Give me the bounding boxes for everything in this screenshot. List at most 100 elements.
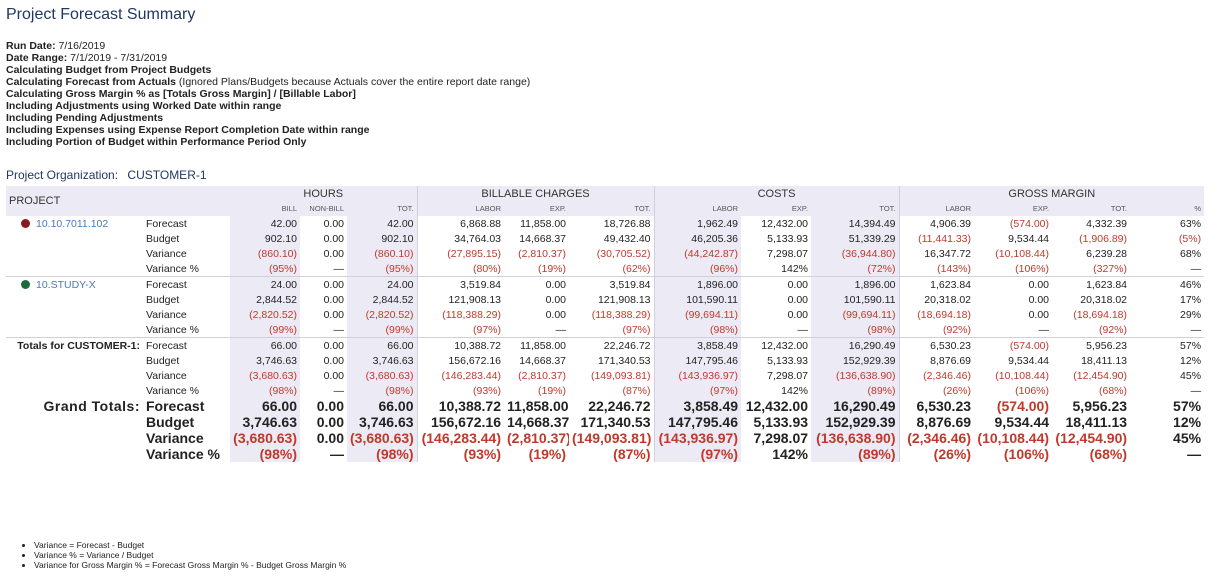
row-label: Forecast bbox=[146, 398, 205, 414]
cell-exp: 7,298.07 bbox=[753, 430, 809, 446]
cell-labor: 20,318.02 bbox=[898, 292, 975, 307]
cell-tot: (327%) bbox=[1052, 261, 1131, 277]
cell-exp: 7,298.07 bbox=[767, 369, 809, 382]
footnotes: Variance = Forecast - Budget Variance % … bbox=[34, 540, 346, 570]
cell-labor: 156,672.16 bbox=[416, 414, 505, 430]
cell-tot: 66.00 bbox=[347, 337, 418, 353]
cell-labor: (97%) bbox=[416, 322, 505, 338]
cell-exp: (10,108.44) bbox=[995, 247, 1050, 260]
cell-bill: (98%) bbox=[230, 446, 300, 462]
table-row: Budget 3,746.63 0.00 3,746.63 156,672.16 14,6… bbox=[6, 353, 1204, 368]
cell-bill: (95%) bbox=[230, 261, 300, 277]
grand-totals-spacer bbox=[6, 414, 143, 430]
project-link[interactable]: 10.10.7011.102 bbox=[36, 217, 109, 230]
cell-non-bill: 0.00 bbox=[316, 398, 344, 414]
row-label: Variance bbox=[146, 308, 187, 321]
cell-tot: (98%) bbox=[811, 322, 900, 338]
expenses-line: Including Expenses using Expense Report … bbox=[6, 124, 370, 136]
cell-bill: (3,680.63) bbox=[230, 430, 300, 446]
cell-exp: 0.00 bbox=[787, 308, 809, 321]
cell-exp: 7,298.07 bbox=[767, 247, 809, 260]
cell-exp: (574.00) bbox=[996, 398, 1050, 414]
cell-tot: (136,638.90) bbox=[811, 368, 900, 383]
cell-tot: (62%) bbox=[569, 261, 655, 277]
table-row: Variance (3,680.63) 0.00 (3,680.63) (146,283… bbox=[6, 368, 1204, 383]
cell-tot: (98%) bbox=[347, 446, 418, 462]
totals-spacer bbox=[6, 383, 143, 398]
col-header-tot: TOT. bbox=[569, 201, 655, 216]
cell-labor: 147,795.46 bbox=[653, 414, 742, 430]
table-row: Budget 902.10 0.00 902.10 34,764.03 14,668.37… bbox=[6, 231, 1204, 246]
cell-tot: (95%) bbox=[347, 261, 418, 277]
cell-labor: 6,530.23 bbox=[898, 337, 975, 353]
cell-tot: (99%) bbox=[347, 322, 418, 338]
cell-tot: 5,956.23 bbox=[1086, 339, 1128, 352]
cell-labor: 10,388.72 bbox=[416, 337, 505, 353]
org-label: Project Organization: bbox=[6, 168, 119, 182]
cell-labor: (98%) bbox=[653, 322, 742, 338]
cell-bill: 902.10 bbox=[230, 231, 300, 246]
cell-non-bill: 0.00 bbox=[323, 308, 344, 321]
cell-labor: 3,858.49 bbox=[653, 398, 742, 414]
table-row: 10.STUDY-X Forecast 24.00 0.00 24.00 3,519.84… bbox=[6, 276, 1204, 292]
project-spacer bbox=[6, 307, 143, 322]
cell-bill: 3,746.63 bbox=[230, 353, 300, 368]
cell-exp: (106%) bbox=[1003, 446, 1050, 462]
cell-tot: 22,246.72 bbox=[603, 339, 651, 352]
cell-exp: 14,668.37 bbox=[519, 354, 567, 367]
status-dot-icon bbox=[21, 218, 30, 228]
col-header-exp: EXP. bbox=[741, 201, 812, 216]
cell-pct: 68% bbox=[1180, 247, 1202, 260]
row-label: Forecast bbox=[146, 217, 187, 230]
cell-labor: (2,346.46) bbox=[898, 368, 975, 383]
cell-non-bill: 0.00 bbox=[323, 247, 344, 260]
cell-pct: 17% bbox=[1180, 293, 1202, 306]
cell-tot: 152,929.39 bbox=[811, 353, 900, 368]
cell-bill: (3,680.63) bbox=[230, 368, 300, 383]
cell-tot: (2,820.52) bbox=[347, 307, 418, 322]
cell-labor: (146,283.44) bbox=[416, 430, 505, 446]
cell-labor: (97%) bbox=[653, 383, 742, 398]
row-label: Variance % bbox=[143, 322, 230, 338]
cell-exp: 12,432.00 bbox=[745, 398, 809, 414]
cell-tot: 1,623.84 bbox=[1086, 278, 1128, 291]
cell-labor: 34,764.03 bbox=[416, 231, 505, 246]
cell-exp: 12,432.00 bbox=[761, 339, 809, 352]
costs-header: COSTS bbox=[653, 186, 900, 201]
project-link[interactable]: 10.STUDY-X bbox=[36, 278, 96, 291]
cell-exp: 14,668.37 bbox=[507, 414, 570, 430]
cell-bill: 66.00 bbox=[230, 398, 300, 414]
project-header: PROJECT bbox=[6, 186, 230, 216]
cell-exp: 142% bbox=[772, 446, 809, 462]
cell-tot: (97%) bbox=[569, 322, 655, 338]
row-label: Budget bbox=[146, 354, 180, 367]
gross-margin-header: GROSS MARGIN bbox=[898, 186, 1205, 201]
footnote: Variance = Forecast - Budget bbox=[34, 540, 346, 550]
cell-exp: 9,534.44 bbox=[1008, 232, 1050, 245]
cell-exp: 12,432.00 bbox=[761, 217, 809, 230]
table-row: Variance % (99%) — (99%) (97%) — (97%) (98%) — (9… bbox=[6, 322, 1205, 338]
cell-tot: (98%) bbox=[347, 383, 418, 398]
cell-tot: (68%) bbox=[1089, 446, 1128, 462]
cell-tot: 171,340.53 bbox=[597, 354, 651, 367]
table-row: Variance (2,820.52) 0.00 (2,820.52) (118,388… bbox=[6, 307, 1204, 322]
cell-pct: 12% bbox=[1173, 414, 1202, 430]
table-row: Variance (3,680.63) 0.00 (3,680.63) (146,283… bbox=[6, 430, 1204, 446]
cell-exp: (2,810.37) bbox=[518, 369, 567, 382]
status-dot-icon bbox=[21, 279, 30, 289]
footnote: Variance % = Variance / Budget bbox=[34, 550, 346, 560]
row-label: Variance % bbox=[143, 261, 230, 277]
cell-pct: 45% bbox=[1173, 430, 1202, 446]
cell-tot: (36,944.80) bbox=[811, 246, 900, 261]
cell-labor: 1,962.49 bbox=[653, 216, 742, 231]
run-date-line: Run Date: 7/16/2019 bbox=[6, 40, 106, 52]
cell-exp: 142% bbox=[781, 384, 809, 397]
cell-tot: 3,746.63 bbox=[347, 353, 418, 368]
cell-exp: (2,810.37) bbox=[518, 247, 567, 260]
cell-exp: 5,133.93 bbox=[767, 354, 809, 367]
cell-pct: 29% bbox=[1180, 308, 1202, 321]
cell-tot: (30,705.52) bbox=[596, 247, 651, 260]
cell-labor: 6,868.88 bbox=[416, 216, 505, 231]
row-label: Variance bbox=[146, 247, 187, 260]
col-header-exp: EXP. bbox=[504, 201, 570, 216]
